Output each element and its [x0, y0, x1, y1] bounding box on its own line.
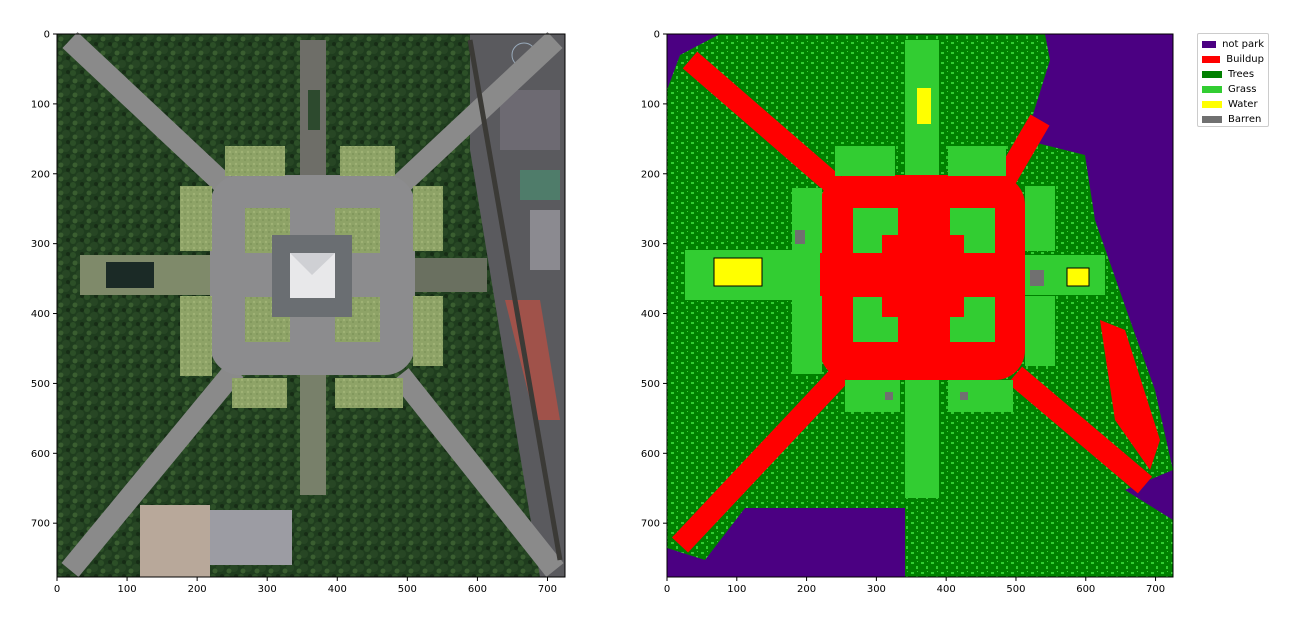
legend-swatch — [1202, 41, 1217, 48]
legend-swatch — [1202, 56, 1221, 63]
legend-item: Water — [1202, 97, 1264, 112]
legend-item: Buildup — [1202, 52, 1264, 67]
x-tick-label: 400 — [937, 584, 956, 595]
y-tick-label: 100 — [31, 99, 50, 110]
aerial-image-panel: 0 100 200 300 400 500 600 700 0 100 200 300 400 500 6… — [0, 0, 620, 621]
legend: not park Buildup Trees Grass Water Barren — [1197, 33, 1269, 127]
y-tick-label: 600 — [31, 449, 50, 460]
x-tick-label: 600 — [468, 584, 487, 595]
x-tick-label: 100 — [727, 584, 746, 595]
aerial-image — [57, 31, 565, 578]
y-tick-label: 500 — [641, 379, 660, 390]
x-tick-label: 700 — [538, 584, 557, 595]
y-tick-label: 600 — [641, 449, 660, 460]
x-tick-label: 0 — [54, 584, 60, 595]
x-tick-label: 0 — [664, 584, 670, 595]
y-tick-label: 0 — [654, 30, 660, 41]
classification-map — [667, 34, 1173, 577]
y-tick-label: 100 — [641, 99, 660, 110]
legend-swatch — [1202, 86, 1222, 93]
right-x-axis: 0 100 200 300 400 500 600 700 — [664, 577, 1165, 595]
x-tick-label: 700 — [1146, 584, 1165, 595]
y-tick-label: 0 — [44, 30, 50, 41]
legend-item: Grass — [1202, 82, 1264, 97]
x-tick-label: 200 — [188, 584, 207, 595]
legend-item: Barren — [1202, 112, 1264, 127]
y-tick-label: 300 — [31, 239, 50, 250]
legend-item: Trees — [1202, 67, 1264, 82]
x-tick-label: 500 — [398, 584, 417, 595]
x-tick-label: 500 — [1006, 584, 1025, 595]
legend-label: not park — [1222, 39, 1264, 50]
y-tick-label: 300 — [641, 239, 660, 250]
x-tick-label: 600 — [1076, 584, 1095, 595]
y-tick-label: 700 — [641, 519, 660, 530]
legend-label: Grass — [1228, 84, 1257, 95]
legend-swatch — [1202, 116, 1222, 123]
legend-label: Water — [1228, 99, 1258, 110]
legend-label: Trees — [1228, 69, 1255, 80]
aerial-image-plot: 0 100 200 300 400 500 600 700 0 100 200 300 400 500 6… — [31, 30, 566, 595]
left-x-axis: 0 100 200 300 400 500 600 700 — [54, 577, 557, 595]
legend-item: not park — [1202, 37, 1264, 52]
legend-swatch — [1202, 101, 1222, 108]
left-y-axis: 0 100 200 300 400 500 600 700 — [31, 30, 57, 530]
x-tick-label: 200 — [797, 584, 816, 595]
classification-map-panel: 0 100 200 300 400 500 600 700 0 100 200 300 400 500 6… — [610, 0, 1301, 621]
x-tick-label: 300 — [258, 584, 277, 595]
legend-label: Buildup — [1226, 54, 1264, 65]
x-tick-label: 400 — [328, 584, 347, 595]
x-tick-label: 100 — [118, 584, 137, 595]
y-tick-label: 200 — [31, 169, 50, 180]
classification-map-plot: 0 100 200 300 400 500 600 700 0 100 200 300 400 500 6… — [641, 30, 1174, 595]
y-tick-label: 400 — [31, 309, 50, 320]
legend-label: Barren — [1228, 114, 1262, 125]
y-tick-label: 400 — [641, 309, 660, 320]
y-tick-label: 700 — [31, 519, 50, 530]
right-y-axis: 0 100 200 300 400 500 600 700 — [641, 30, 667, 530]
y-tick-label: 200 — [641, 169, 660, 180]
legend-swatch — [1202, 71, 1222, 78]
y-tick-label: 500 — [31, 379, 50, 390]
x-tick-label: 300 — [867, 584, 886, 595]
